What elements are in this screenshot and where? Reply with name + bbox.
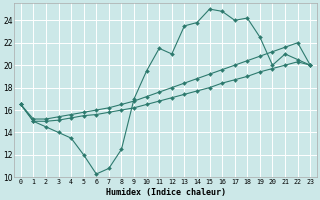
X-axis label: Humidex (Indice chaleur): Humidex (Indice chaleur) xyxy=(106,188,226,197)
